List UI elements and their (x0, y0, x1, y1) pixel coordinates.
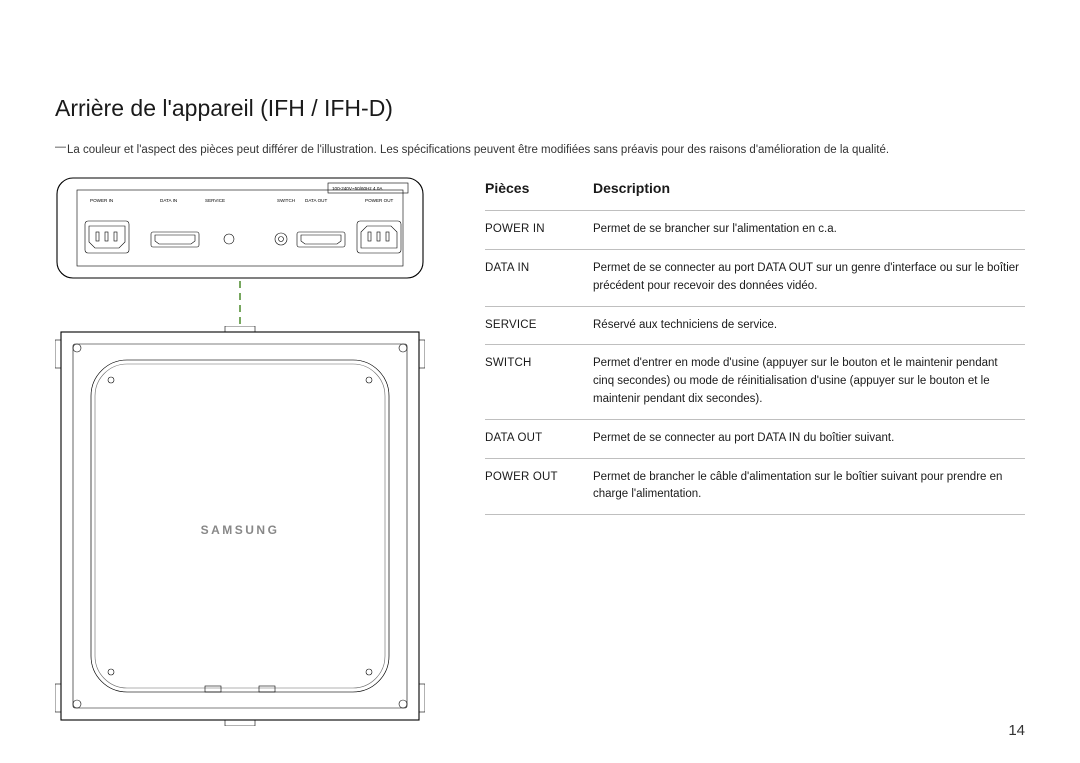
parts-table-column: Pièces Description POWER IN Permet de se… (485, 176, 1025, 515)
col-header-pieces: Pièces (485, 176, 593, 211)
data-in-port-icon (151, 232, 199, 247)
table-row: POWER IN Permet de se brancher sur l'ali… (485, 211, 1025, 250)
table-row: DATA IN Permet de se connecter au port D… (485, 249, 1025, 306)
desc-cell: Permet de brancher le câble d'alimentati… (593, 458, 1025, 515)
connector-panel-diagram: 100-240V~50/60Hz 4.0A POWER IN DATA IN S… (55, 176, 425, 281)
table-row: POWER OUT Permet de brancher le câble d'… (485, 458, 1025, 515)
rear-cabinet-diagram: SAMSUNG (55, 326, 425, 726)
table-row: DATA OUT Permet de se connecter au port … (485, 419, 1025, 458)
piece-cell: DATA IN (485, 249, 593, 306)
piece-cell: POWER IN (485, 211, 593, 250)
spec-note: La couleur et l'aspect des pièces peut d… (55, 142, 1025, 158)
piece-cell: DATA OUT (485, 419, 593, 458)
parts-table: Pièces Description POWER IN Permet de se… (485, 176, 1025, 515)
piece-cell: POWER OUT (485, 458, 593, 515)
service-port-icon (224, 234, 234, 244)
switch-button-icon (275, 233, 287, 245)
page-title: Arrière de l'appareil (IFH / IFH-D) (55, 95, 1025, 122)
port-label: SERVICE (205, 198, 225, 203)
spec-label: 100-240V~50/60Hz 4.0A (332, 186, 383, 191)
desc-cell: Permet de se brancher sur l'alimentation… (593, 211, 1025, 250)
port-label: DATA IN (160, 198, 177, 203)
port-label: SWITCH (277, 198, 295, 203)
dashed-connector-icon (55, 281, 425, 326)
table-row: SWITCH Permet d'entrer en mode d'usine (… (485, 345, 1025, 419)
desc-cell: Permet d'entrer en mode d'usine (appuyer… (593, 345, 1025, 419)
power-in-port-icon (85, 221, 129, 253)
piece-cell: SERVICE (485, 306, 593, 345)
piece-cell: SWITCH (485, 345, 593, 419)
port-label: POWER OUT (365, 198, 394, 203)
port-label: POWER IN (90, 198, 113, 203)
diagram-column: 100-240V~50/60Hz 4.0A POWER IN DATA IN S… (55, 176, 425, 726)
page-number: 14 (1008, 722, 1025, 739)
data-out-port-icon (297, 232, 345, 247)
desc-cell: Permet de se connecter au port DATA IN d… (593, 419, 1025, 458)
power-out-port-icon (357, 221, 401, 253)
table-row: SERVICE Réservé aux techniciens de servi… (485, 306, 1025, 345)
desc-cell: Réservé aux techniciens de service. (593, 306, 1025, 345)
col-header-desc: Description (593, 176, 1025, 211)
samsung-logo: SAMSUNG (201, 523, 280, 537)
desc-cell: Permet de se connecter au port DATA OUT … (593, 249, 1025, 306)
port-label: DATA OUT (305, 198, 327, 203)
content-row: 100-240V~50/60Hz 4.0A POWER IN DATA IN S… (55, 176, 1025, 726)
